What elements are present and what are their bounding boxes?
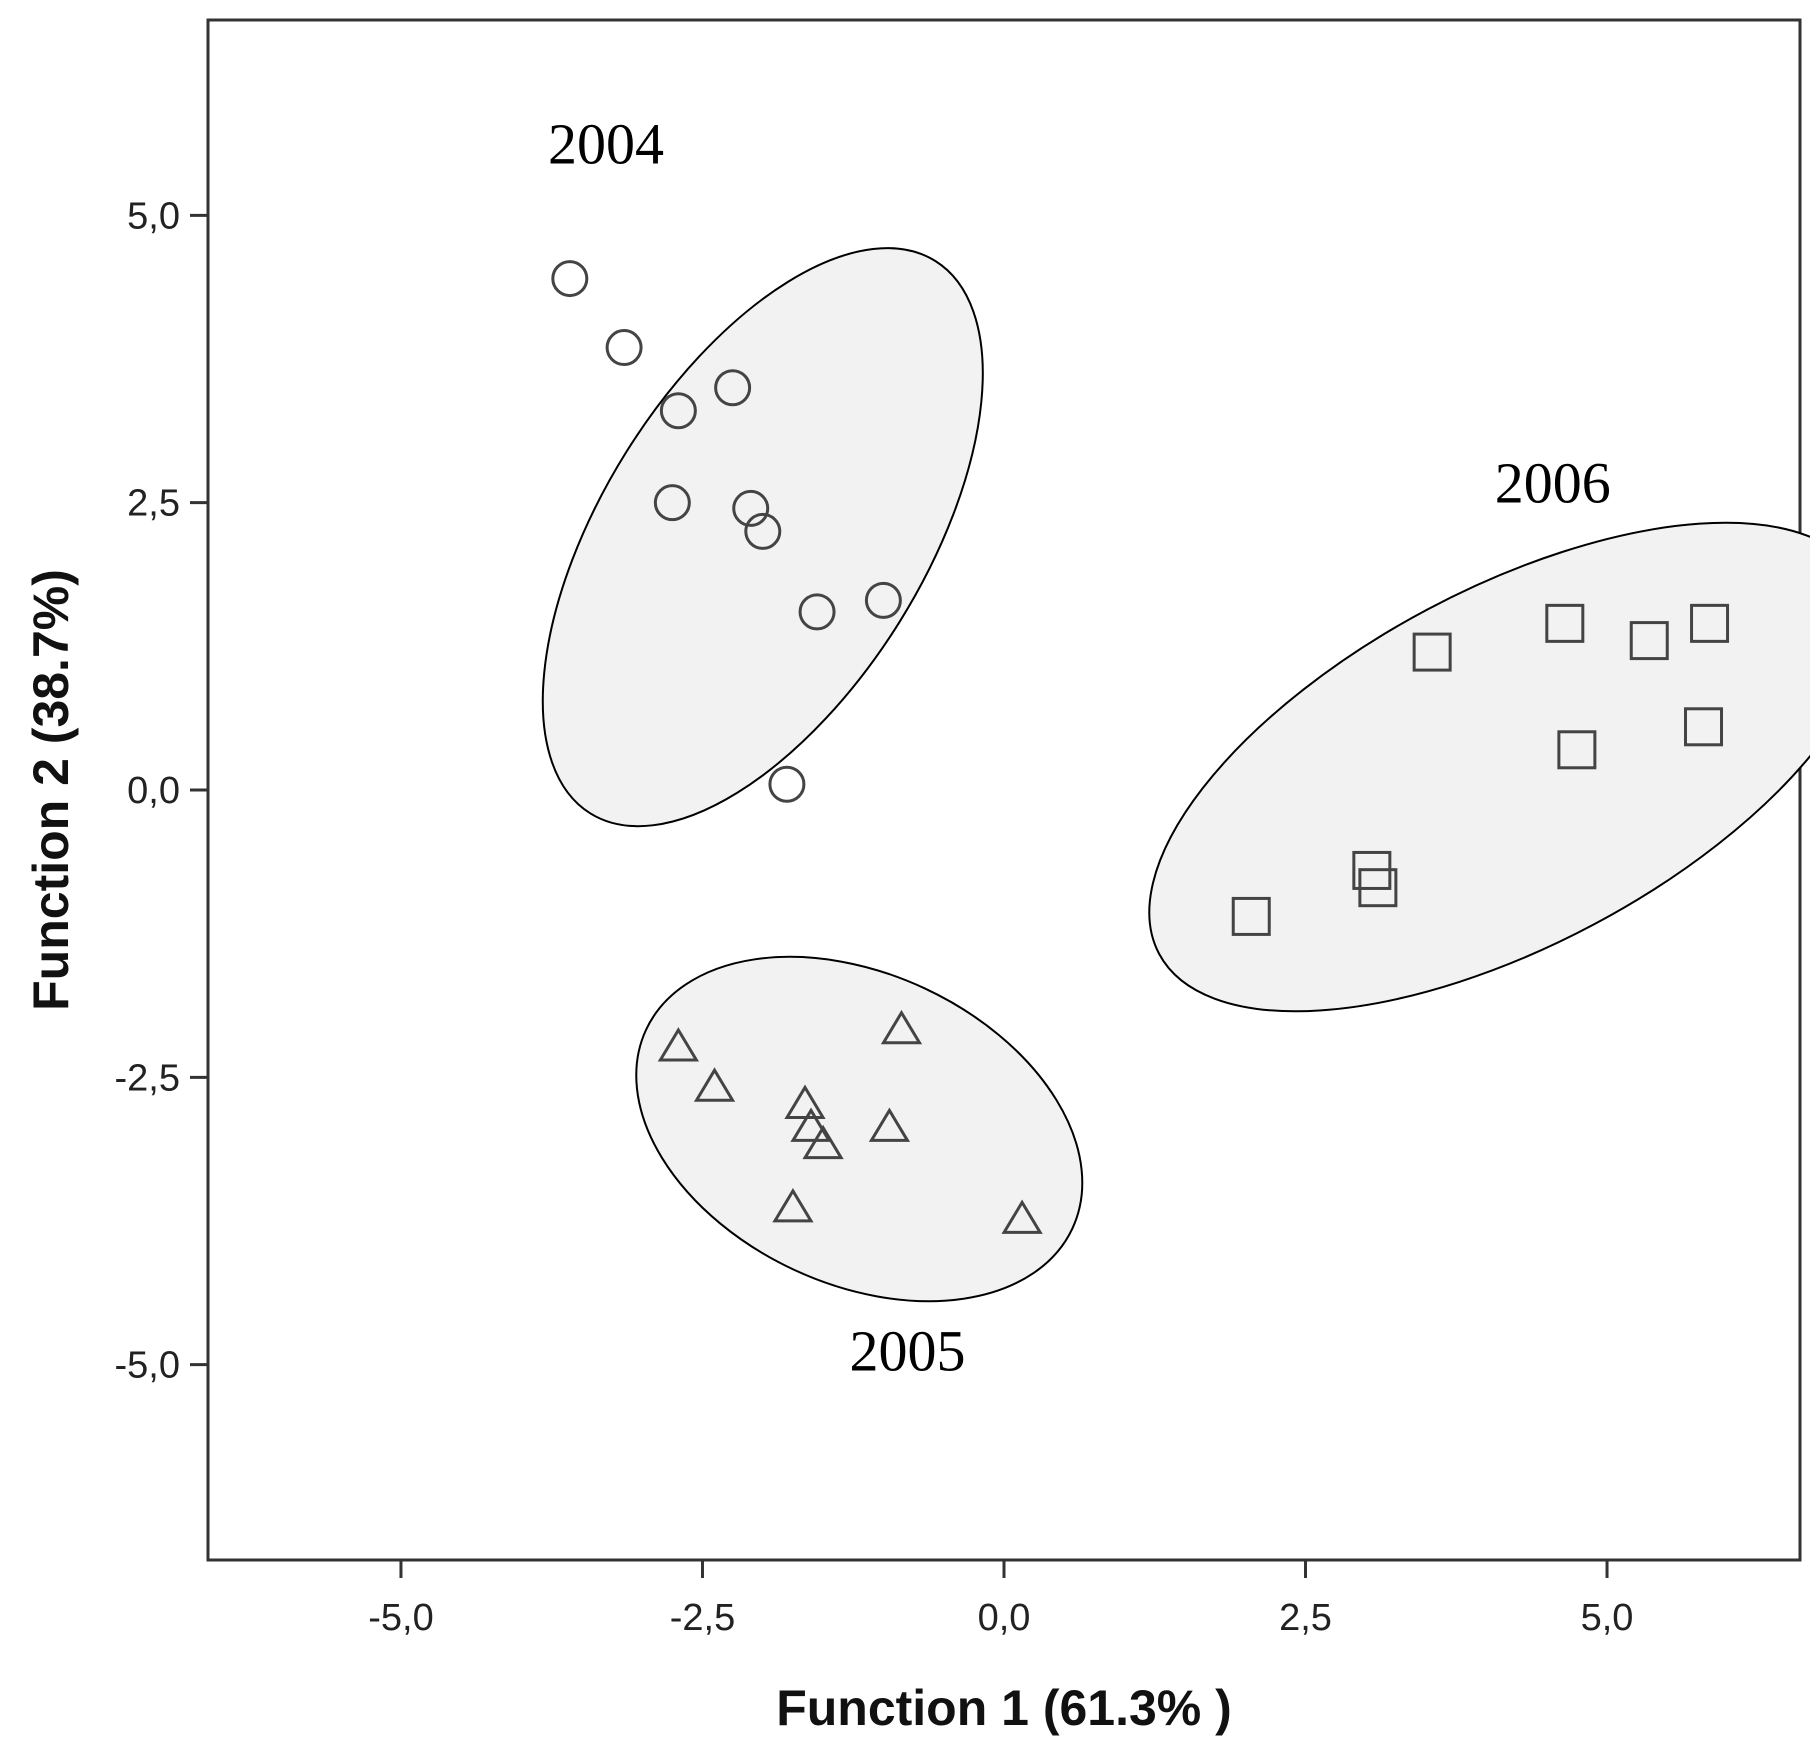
point-2005-4 xyxy=(784,1084,826,1119)
cluster-regions xyxy=(541,247,1810,1303)
point-2006-9 xyxy=(1231,896,1271,936)
x-tick-label: 5,0 xyxy=(1581,1597,1634,1639)
point-2006-1 xyxy=(1412,632,1452,672)
cluster-region-2005 xyxy=(635,955,1084,1303)
x-tick-label: 2,5 xyxy=(1279,1597,1332,1639)
point-2004-8 xyxy=(864,581,902,619)
cluster-region-2006 xyxy=(1148,521,1810,1013)
y-axis-title: Function 2 (38.7%) xyxy=(23,569,79,1011)
point-2004-10 xyxy=(768,765,806,803)
point-2006-5 xyxy=(1684,707,1724,747)
point-2004-5 xyxy=(653,484,691,522)
point-2004-7 xyxy=(744,512,782,550)
y-tick-label: 2,5 xyxy=(127,483,180,525)
point-2004-1 xyxy=(551,260,589,298)
point-2004-4 xyxy=(659,392,697,430)
group-label-2004: 2004 xyxy=(548,112,664,177)
point-2006-4 xyxy=(1690,603,1730,643)
point-2005-6 xyxy=(802,1124,844,1160)
y-tick-label: -5,0 xyxy=(115,1345,180,1387)
x-tick-label: 0,0 xyxy=(978,1597,1031,1639)
point-2004-6 xyxy=(732,489,770,527)
point-2006-3 xyxy=(1629,621,1669,661)
point-2006-2 xyxy=(1545,603,1585,643)
point-2005-5 xyxy=(790,1107,832,1142)
data-points xyxy=(551,260,1730,1234)
point-2004-2 xyxy=(605,329,643,367)
x-tick-label: -2,5 xyxy=(670,1597,735,1639)
x-axis-title: Function 1 (61.3% ) xyxy=(776,1680,1232,1736)
group-label-2005: 2005 xyxy=(850,1318,966,1383)
point-2006-6 xyxy=(1557,730,1597,770)
point-2005-8 xyxy=(772,1187,814,1223)
point-2004-3 xyxy=(714,369,752,407)
point-2005-7 xyxy=(868,1107,911,1142)
cluster-region-2004 xyxy=(541,247,984,828)
axis-ticks: -5,0 -2,5 0,0 2,5 5,0 5,0 2,5 0,0 -2,5 -5,0 xyxy=(115,195,1634,1639)
point-2005-1 xyxy=(657,1027,700,1062)
point-2005-2 xyxy=(693,1067,736,1102)
y-tick-label: 5,0 xyxy=(127,195,180,237)
point-2005-3 xyxy=(880,1009,923,1045)
point-2004-9 xyxy=(798,593,836,631)
group-label-2006: 2006 xyxy=(1495,451,1611,516)
y-tick-label: 0,0 xyxy=(127,770,180,812)
x-tick-label: -5,0 xyxy=(368,1597,433,1639)
point-2006-8 xyxy=(1358,868,1398,908)
group-labels: 2004 2006 2005 xyxy=(548,112,1611,1384)
y-tick-label: -2,5 xyxy=(115,1057,180,1099)
point-2005-9 xyxy=(1001,1199,1043,1234)
